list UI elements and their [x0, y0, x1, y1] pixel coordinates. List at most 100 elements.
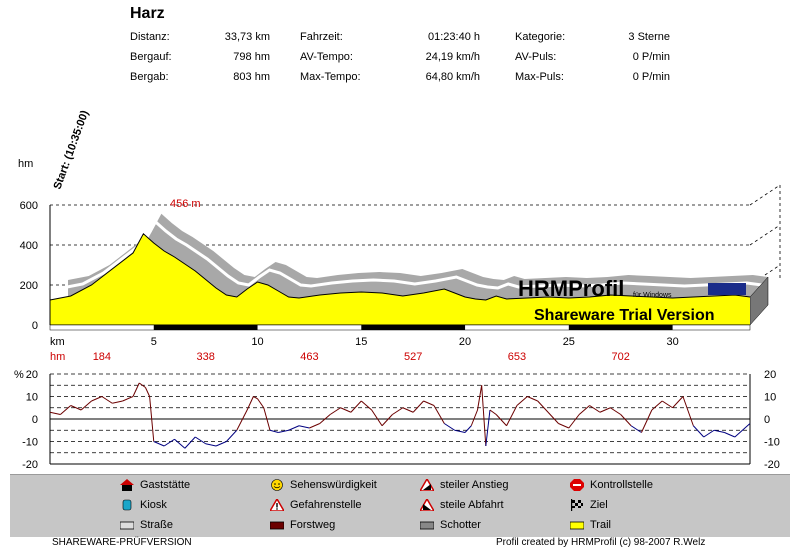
max-elevation-label: 456 m: [170, 198, 201, 210]
stat-value: 24,19 km/h: [425, 51, 480, 63]
gradient-segment: [269, 429, 279, 433]
restaurant-icon: [120, 479, 134, 491]
y-axis-label: hm: [18, 158, 33, 170]
gradient-segment: [703, 429, 715, 438]
stat-value: 803 hm: [233, 71, 270, 83]
legend-label: Gefahrenstelle: [290, 499, 362, 511]
stat-label: Max-Puls:: [515, 71, 564, 83]
gradient-segment: [464, 425, 472, 433]
gradient-segment: [682, 396, 694, 426]
legend-label: Kiosk: [140, 499, 167, 511]
gradient-segment: [558, 423, 570, 429]
stat-label: Bergab:: [130, 71, 169, 83]
gradient-segment: [381, 414, 393, 427]
distance-band-segment: [361, 325, 466, 330]
gradient-segment: [506, 405, 518, 426]
gradient-y-unit: %: [14, 369, 24, 381]
y-tick-label: 400: [20, 240, 38, 252]
gradient-segment: [163, 438, 175, 447]
warning-icon: [268, 497, 286, 512]
gradient-segment: [205, 443, 217, 447]
legend-item: steiler Anstieg: [418, 477, 508, 492]
gradient-segment: [481, 385, 487, 447]
gradient-segment: [724, 432, 736, 438]
gradient-segment: [423, 400, 435, 406]
stat-label: Fahrzeit:: [300, 31, 343, 43]
road-swatch-icon: [119, 519, 135, 531]
gradient-segment: [253, 396, 258, 400]
distance-band-segment: [568, 325, 673, 330]
legend-item: Kontrollstelle: [570, 479, 653, 491]
legend-label: Kontrollstelle: [590, 479, 653, 491]
stat-label: Distanz:: [130, 31, 170, 43]
steep-descent-icon: [418, 497, 436, 512]
gradient-segment: [630, 425, 642, 433]
watermark-banner: [525, 300, 731, 323]
hm-row-value: 463: [300, 351, 318, 363]
x-axis-label: km: [50, 336, 65, 348]
gradient-segment: [360, 400, 372, 411]
legend-item: Ziel: [570, 499, 608, 511]
y-tick-label: 0: [32, 320, 38, 332]
gradient-y-tick-right: -20: [764, 459, 780, 471]
smiley-icon: [270, 479, 284, 491]
x-tick-label: 10: [251, 336, 263, 348]
gradient-segment: [350, 400, 362, 413]
gradient-segment: [402, 407, 414, 413]
stat-value: 64,80 km/h: [425, 71, 480, 83]
gradient-segment: [149, 396, 155, 442]
shareware-notice: SHAREWARE-PRÜFVERSION: [52, 537, 192, 548]
legend-label: Straße: [140, 519, 174, 531]
gradient-segment: [516, 396, 528, 406]
gradient-segment: [485, 409, 491, 447]
gradient-segment: [132, 382, 140, 397]
gradient-y-tick-right: 20: [764, 369, 776, 381]
gradient-segment: [153, 441, 165, 447]
gradient-segment: [547, 411, 559, 424]
gradient-segment: [620, 414, 632, 427]
stat-value: 0 P/min: [632, 71, 670, 83]
gradient-segment: [246, 396, 254, 411]
stat-value: 33,73 km: [224, 31, 270, 43]
gradient-segment: [226, 429, 238, 442]
gradient-segment: [568, 414, 580, 429]
watermark-brand: HRMProfil: [518, 276, 624, 301]
gradient-segment: [278, 429, 289, 433]
legend: [10, 474, 790, 537]
steep-climb-icon: [418, 477, 436, 492]
stat-label: AV-Puls:: [515, 51, 557, 63]
hm-row-value: 338: [196, 351, 214, 363]
gradient-segment: [661, 400, 673, 409]
stop-icon: [570, 479, 584, 491]
gradient-segment: [713, 429, 725, 433]
gradient-segment: [298, 425, 310, 429]
gradient-segment: [174, 438, 186, 449]
gradient-segment: [122, 396, 134, 402]
legend-label: Forstweg: [290, 519, 336, 531]
gradient-y-tick-right: 0: [764, 414, 770, 426]
gradient-segment: [392, 407, 404, 415]
gradient-segment: [91, 396, 103, 402]
hm-row-value: 702: [612, 351, 630, 363]
hm-row-value: 527: [404, 351, 422, 363]
gradient-segment: [578, 405, 590, 415]
legend-label: Gaststätte: [140, 479, 191, 491]
legend-label: Sehenswürdigkeit: [290, 479, 377, 491]
hm-row-label: hm: [50, 351, 65, 363]
stat-label: Max-Tempo:: [300, 71, 361, 83]
legend-label: steile Abfahrt: [440, 499, 504, 511]
stat-value: 3 Sterne: [628, 31, 670, 43]
gradient-segment: [236, 409, 248, 431]
gradient-segment: [319, 414, 331, 424]
legend-item: Trail: [569, 519, 611, 531]
gradient-segment: [101, 396, 113, 404]
gradient-segment: [433, 405, 445, 424]
gradient-y-tick: 20: [26, 369, 38, 381]
legend-item: Gefahrenstelle: [268, 497, 362, 512]
stat-label: AV-Tempo:: [300, 51, 353, 63]
gravel-swatch-icon: [419, 519, 435, 531]
legend-item: Gaststätte: [120, 479, 190, 491]
gradient-y-tick-right: 10: [764, 392, 776, 404]
x-tick-label: 15: [355, 336, 367, 348]
